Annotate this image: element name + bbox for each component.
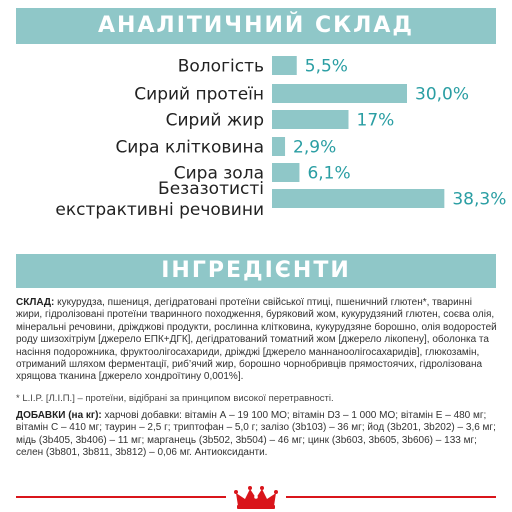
category-label: Сирий протеїн xyxy=(134,85,264,105)
composition-text: СКЛАД: кукурудза, пшениця, дегідратовані… xyxy=(16,297,500,384)
analysis-banner: АНАЛІТИЧНИЙ СКЛАД xyxy=(16,8,496,44)
category-label: Безазотисті екстрактивні речовини xyxy=(55,179,264,220)
bar xyxy=(272,84,407,103)
value-label: 5,5% xyxy=(305,57,348,77)
bar xyxy=(272,189,445,208)
value-label: 17% xyxy=(357,111,395,131)
bar xyxy=(272,110,349,129)
composition-body: кукурудза, пшениця, дегідратовані протеї… xyxy=(16,297,497,383)
lip-footnote: * L.I.P. [Л.І.П.] – протеїни, відібрані … xyxy=(16,393,334,404)
analysis-bar-chart: Вологість 5,5% Сирий протеїн 30,0% Сирий жир… xyxy=(55,56,506,220)
footer-divider-left xyxy=(16,496,226,498)
ingredients-banner: ІНГРЕДІЄНТИ xyxy=(16,254,496,288)
bar xyxy=(272,163,300,182)
value-label: 38,3% xyxy=(452,190,506,210)
composition-label: СКЛАД: xyxy=(16,297,55,308)
value-label: 6,1% xyxy=(307,164,350,184)
additives-body: харчові добавки: вітамін А – 19 100 МО; … xyxy=(16,410,496,459)
footer-divider-right xyxy=(286,496,496,498)
value-label: 2,9% xyxy=(293,138,336,158)
brand-footer xyxy=(0,484,512,512)
value-label: 30,0% xyxy=(415,85,469,105)
additives-label: ДОБАВКИ (на кг): xyxy=(16,410,102,421)
category-label: Сирий жир xyxy=(166,111,264,131)
crown-icon xyxy=(234,486,278,509)
category-label: Вологість xyxy=(178,57,264,77)
category-label: Сира зола xyxy=(174,164,264,184)
additives-text: ДОБАВКИ (на кг): харчові добавки: вітамі… xyxy=(16,410,500,460)
category-label: Сира клітковина xyxy=(115,138,264,158)
bar xyxy=(272,56,297,75)
bar xyxy=(272,137,286,156)
